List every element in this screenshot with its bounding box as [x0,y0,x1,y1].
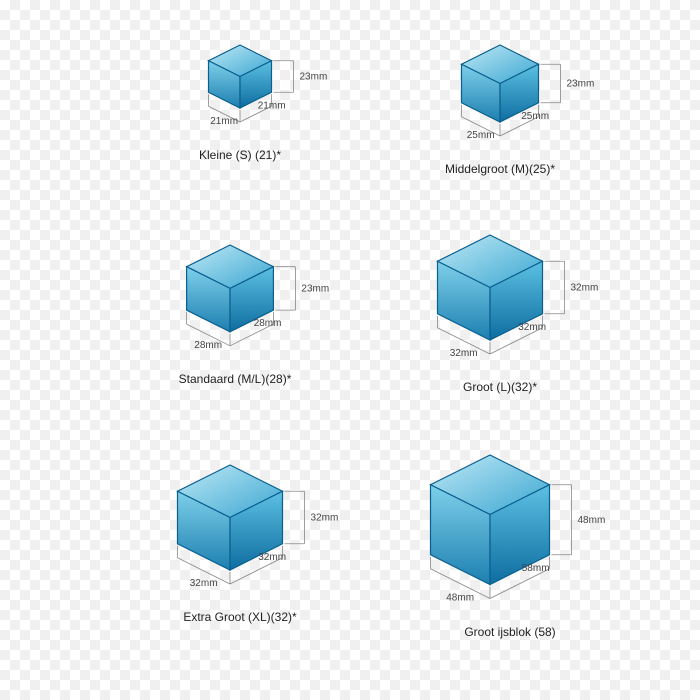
dim-height: 48mm [578,515,606,526]
dim-width: 32mm [190,578,218,589]
cube-caption: Standaard (M/L)(28)* [120,372,350,386]
cube-icon: 32mm 32mm 32mm [380,215,640,374]
dim-height: 32mm [311,513,339,524]
dim-depth: 25mm [521,111,549,122]
cube-cell-groot-ijsblok: 48mm 58mm 48mm Groot ijsblok (58) [370,435,650,639]
cube-caption: Groot (L)(32)* [380,380,620,394]
dim-height: 32mm [571,283,599,294]
cube-icon: 21mm 21mm 23mm [130,25,390,142]
cube-caption: Extra Groot (XL)(32)* [120,610,360,624]
dim-width: 28mm [194,340,222,351]
cube-caption: Middelgroot (M)(25)* [390,162,610,176]
cube-icon: 28mm 28mm 23mm [120,225,380,366]
dim-height: 23mm [301,283,329,294]
dim-depth: 28mm [254,318,282,329]
dim-depth: 58mm [522,563,550,574]
cube-cell-middelgroot-m: 25mm 25mm 23mm Middelgroot (M)(25)* [390,25,610,176]
cube-icon: 25mm 25mm 23mm [390,25,650,156]
dim-depth: 32mm [518,322,546,333]
dim-depth: 32mm [258,552,286,563]
cube-caption: Groot ijsblok (58) [370,625,650,639]
cube-icon: 48mm 58mm 48mm [380,435,640,619]
dim-height: 23mm [300,72,328,83]
dim-depth: 21mm [258,100,286,111]
cube-icon: 32mm 32mm 32mm [120,445,380,604]
dim-height: 23mm [567,79,595,90]
cube-cell-standaard: 28mm 28mm 23mm Standaard (M/L)(28)* [120,225,350,386]
cube-cell-extra-groot-xl: 32mm 32mm 32mm Extra Groot (XL)(32)* [120,445,360,624]
cube-cell-kleine-s: 21mm 21mm 23mm Kleine (S) (21)* [130,25,350,162]
cube-caption: Kleine (S) (21)* [130,148,350,162]
cube-cell-groot-l: 32mm 32mm 32mm Groot (L)(32)* [380,215,620,394]
dim-width: 25mm [467,130,495,141]
dim-width: 48mm [446,593,474,604]
dim-width: 32mm [450,348,478,359]
dim-width: 21mm [210,116,238,127]
